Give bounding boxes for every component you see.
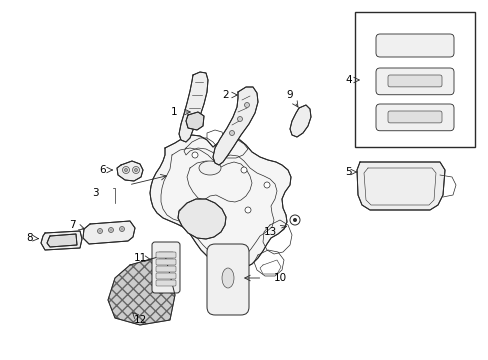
FancyBboxPatch shape xyxy=(206,244,248,315)
Text: 3: 3 xyxy=(92,188,98,198)
FancyBboxPatch shape xyxy=(387,75,441,87)
Polygon shape xyxy=(289,105,310,137)
FancyBboxPatch shape xyxy=(375,104,453,131)
Ellipse shape xyxy=(222,150,227,156)
Polygon shape xyxy=(185,112,203,130)
Ellipse shape xyxy=(120,228,123,230)
FancyBboxPatch shape xyxy=(156,280,176,286)
Text: 2: 2 xyxy=(222,90,229,100)
Ellipse shape xyxy=(97,229,102,234)
Ellipse shape xyxy=(237,117,242,122)
FancyBboxPatch shape xyxy=(375,68,453,95)
FancyBboxPatch shape xyxy=(156,259,176,265)
Ellipse shape xyxy=(124,168,127,171)
Ellipse shape xyxy=(109,229,112,231)
FancyBboxPatch shape xyxy=(152,242,180,293)
Ellipse shape xyxy=(292,218,296,222)
Ellipse shape xyxy=(98,230,102,233)
Ellipse shape xyxy=(229,131,234,135)
Text: 6: 6 xyxy=(100,165,106,175)
Ellipse shape xyxy=(222,268,234,288)
Ellipse shape xyxy=(244,207,250,213)
Text: 8: 8 xyxy=(27,233,33,243)
Ellipse shape xyxy=(241,167,246,173)
FancyBboxPatch shape xyxy=(156,252,176,258)
Text: 11: 11 xyxy=(133,253,146,263)
Polygon shape xyxy=(47,234,77,247)
FancyBboxPatch shape xyxy=(387,111,441,123)
Polygon shape xyxy=(117,161,142,181)
Text: 7: 7 xyxy=(68,220,75,230)
Polygon shape xyxy=(356,162,444,210)
Polygon shape xyxy=(41,231,82,250)
FancyBboxPatch shape xyxy=(156,273,176,279)
Text: 4: 4 xyxy=(345,75,351,85)
Ellipse shape xyxy=(122,166,129,174)
Text: 5: 5 xyxy=(345,167,351,177)
Polygon shape xyxy=(150,135,290,270)
Ellipse shape xyxy=(289,215,299,225)
Text: 1: 1 xyxy=(170,107,177,117)
Ellipse shape xyxy=(119,226,124,231)
FancyBboxPatch shape xyxy=(375,34,453,57)
Polygon shape xyxy=(83,221,135,244)
Polygon shape xyxy=(213,87,258,165)
Polygon shape xyxy=(108,255,175,325)
Ellipse shape xyxy=(217,262,223,268)
Ellipse shape xyxy=(108,228,113,233)
Text: 12: 12 xyxy=(133,315,146,325)
Ellipse shape xyxy=(134,168,137,171)
Polygon shape xyxy=(178,199,225,239)
Ellipse shape xyxy=(244,103,249,108)
Ellipse shape xyxy=(264,182,269,188)
FancyBboxPatch shape xyxy=(156,266,176,272)
Text: 9: 9 xyxy=(286,90,293,100)
Ellipse shape xyxy=(199,161,221,175)
Ellipse shape xyxy=(192,152,198,158)
Bar xyxy=(354,12,474,147)
Ellipse shape xyxy=(132,166,139,174)
Text: 13: 13 xyxy=(263,227,276,237)
Polygon shape xyxy=(179,72,207,142)
Text: 10: 10 xyxy=(273,273,286,283)
